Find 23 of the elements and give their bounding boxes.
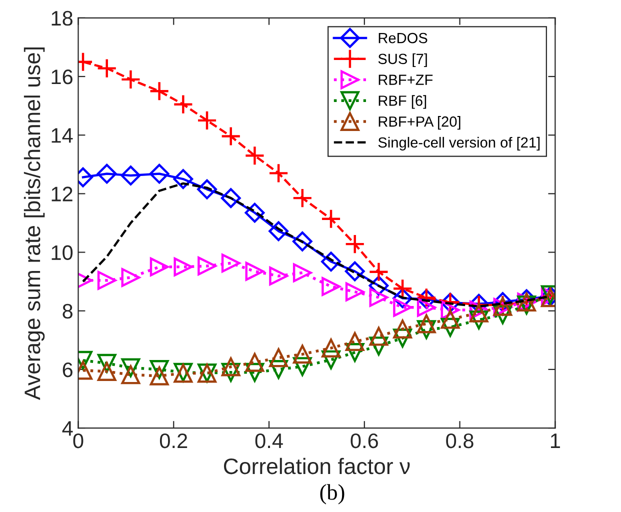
y-tick-label: 10 (52, 245, 73, 260)
y-axis-title: Average sum rate [bits/channel use] (24, 47, 45, 400)
x-tick-label: 0.8 (446, 433, 474, 448)
y-tick-label: 8 (62, 304, 72, 319)
legend-label: ReDOS (378, 32, 428, 44)
x-axis-title: Correlation factor ν (224, 458, 410, 474)
legend-label: RBF [6] (378, 95, 426, 109)
x-tick-label: 0.4 (255, 433, 283, 448)
x-tick-label: 0 (73, 433, 84, 448)
y-tick-label: 4 (62, 421, 73, 436)
legend-label: SUS [7] (378, 53, 427, 67)
x-tick-label: 0.6 (350, 433, 378, 448)
text: (b) (320, 484, 344, 504)
legend-label: RBF+PA [20] (378, 116, 460, 130)
y-tick-label: 14 (52, 128, 73, 143)
legend-label: Single-cell version of [21] (378, 136, 540, 151)
y-tick-label: 12 (52, 186, 72, 202)
y-tick-label: 6 (62, 362, 72, 378)
legend-label: RBF+ZF (378, 74, 433, 85)
y-tick-label: 16 (52, 70, 72, 84)
x-tick-label: 1 (550, 434, 560, 448)
x-tick-label: 0.2 (160, 433, 188, 448)
y-tick-label: 18 (52, 10, 72, 26)
